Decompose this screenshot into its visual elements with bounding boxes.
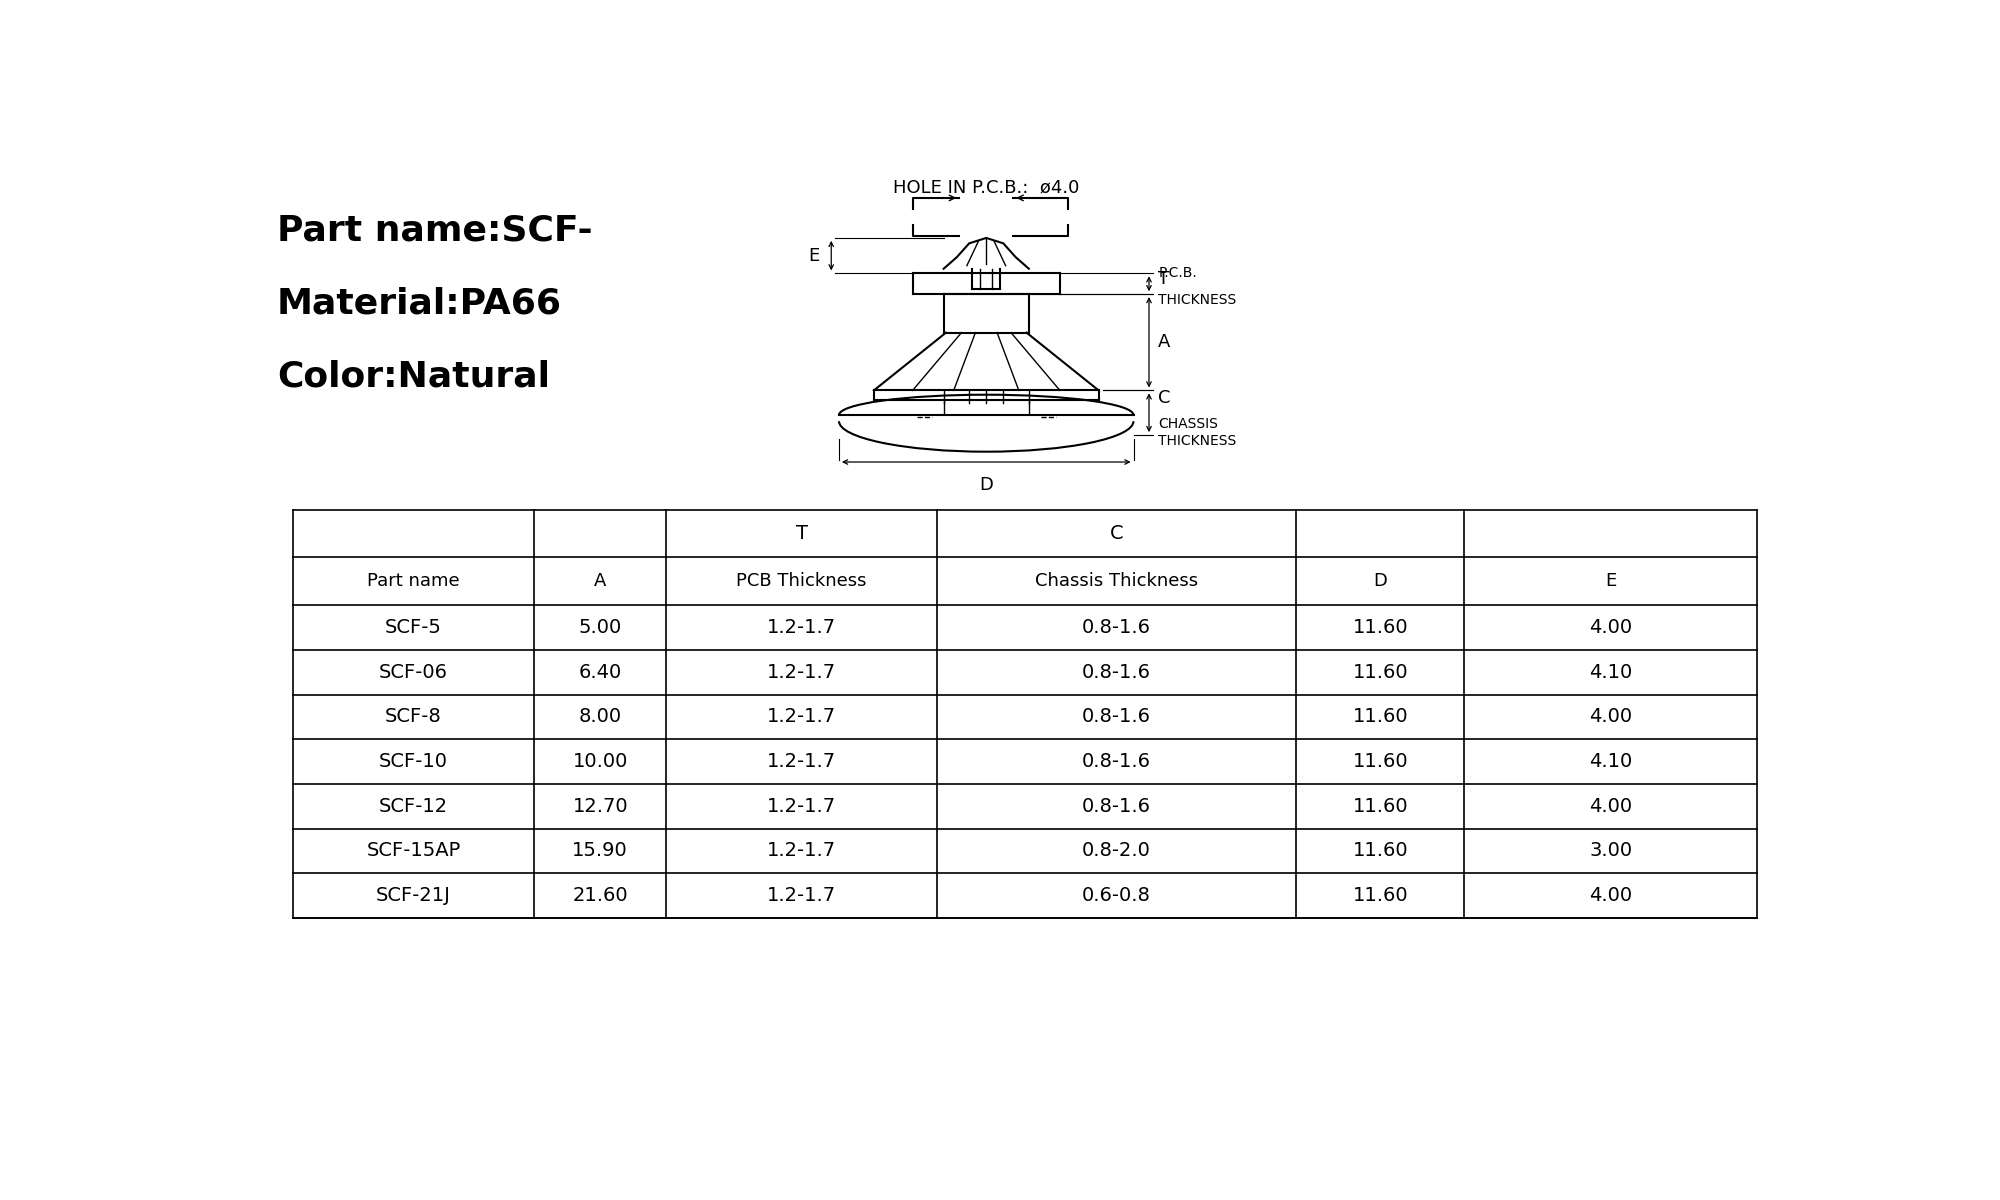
Text: Color:Natural: Color:Natural <box>278 360 550 394</box>
Text: THICKNESS: THICKNESS <box>1158 293 1236 307</box>
Text: 4.00: 4.00 <box>1590 797 1632 816</box>
Text: 1.2-1.7: 1.2-1.7 <box>768 886 836 905</box>
Text: HOLE IN P.C.B.:  ø4.0: HOLE IN P.C.B.: ø4.0 <box>894 179 1080 197</box>
Text: P.C.B.: P.C.B. <box>1158 266 1198 280</box>
Text: 1.2-1.7: 1.2-1.7 <box>768 707 836 726</box>
Text: Material:PA66: Material:PA66 <box>278 287 562 320</box>
Text: 0.8-1.6: 0.8-1.6 <box>1082 752 1152 772</box>
Text: 6.40: 6.40 <box>578 662 622 682</box>
Text: 11.60: 11.60 <box>1352 841 1408 860</box>
Text: T: T <box>796 524 808 544</box>
Text: A: A <box>594 572 606 590</box>
Text: 4.00: 4.00 <box>1590 707 1632 726</box>
Text: SCF-8: SCF-8 <box>386 707 442 726</box>
Text: 11.60: 11.60 <box>1352 662 1408 682</box>
Text: 4.10: 4.10 <box>1590 662 1632 682</box>
Text: SCF-10: SCF-10 <box>378 752 448 772</box>
Text: SCF-5: SCF-5 <box>386 618 442 637</box>
Text: A: A <box>1158 334 1170 352</box>
Text: 11.60: 11.60 <box>1352 618 1408 637</box>
Text: SCF-06: SCF-06 <box>378 662 448 682</box>
Text: 5.00: 5.00 <box>578 618 622 637</box>
Text: CHASSIS: CHASSIS <box>1158 416 1218 431</box>
Text: Chassis Thickness: Chassis Thickness <box>1034 572 1198 590</box>
Text: 3.00: 3.00 <box>1590 841 1632 860</box>
Text: 1.2-1.7: 1.2-1.7 <box>768 797 836 816</box>
Text: 11.60: 11.60 <box>1352 752 1408 772</box>
Text: Part name:SCF-: Part name:SCF- <box>278 214 592 247</box>
Text: 0.8-1.6: 0.8-1.6 <box>1082 797 1152 816</box>
Text: 0.6-0.8: 0.6-0.8 <box>1082 886 1150 905</box>
Text: 11.60: 11.60 <box>1352 886 1408 905</box>
Text: PCB Thickness: PCB Thickness <box>736 572 866 590</box>
Text: THICKNESS: THICKNESS <box>1158 434 1236 449</box>
Text: 8.00: 8.00 <box>578 707 622 726</box>
Text: 4.00: 4.00 <box>1590 886 1632 905</box>
Text: 10.00: 10.00 <box>572 752 628 772</box>
Text: D: D <box>980 476 994 494</box>
Text: SCF-21J: SCF-21J <box>376 886 450 905</box>
Text: 0.8-2.0: 0.8-2.0 <box>1082 841 1150 860</box>
Text: 0.8-1.6: 0.8-1.6 <box>1082 707 1152 726</box>
Text: E: E <box>1606 572 1616 590</box>
Text: T: T <box>1158 270 1170 288</box>
Text: 4.00: 4.00 <box>1590 618 1632 637</box>
Text: 0.8-1.6: 0.8-1.6 <box>1082 618 1152 637</box>
Text: 1.2-1.7: 1.2-1.7 <box>768 618 836 637</box>
Text: 4.10: 4.10 <box>1590 752 1632 772</box>
Text: 1.2-1.7: 1.2-1.7 <box>768 752 836 772</box>
Text: 1.2-1.7: 1.2-1.7 <box>768 662 836 682</box>
Text: 0.8-1.6: 0.8-1.6 <box>1082 662 1152 682</box>
Text: 12.70: 12.70 <box>572 797 628 816</box>
Text: 11.60: 11.60 <box>1352 797 1408 816</box>
Text: 21.60: 21.60 <box>572 886 628 905</box>
Text: 11.60: 11.60 <box>1352 707 1408 726</box>
Text: C: C <box>1110 524 1124 544</box>
Text: SCF-15AP: SCF-15AP <box>366 841 460 860</box>
Text: SCF-12: SCF-12 <box>378 797 448 816</box>
Text: 1.2-1.7: 1.2-1.7 <box>768 841 836 860</box>
Text: D: D <box>1374 572 1388 590</box>
Text: 15.90: 15.90 <box>572 841 628 860</box>
Text: E: E <box>808 247 820 265</box>
Text: C: C <box>1158 389 1170 407</box>
Text: Part name: Part name <box>368 572 460 590</box>
